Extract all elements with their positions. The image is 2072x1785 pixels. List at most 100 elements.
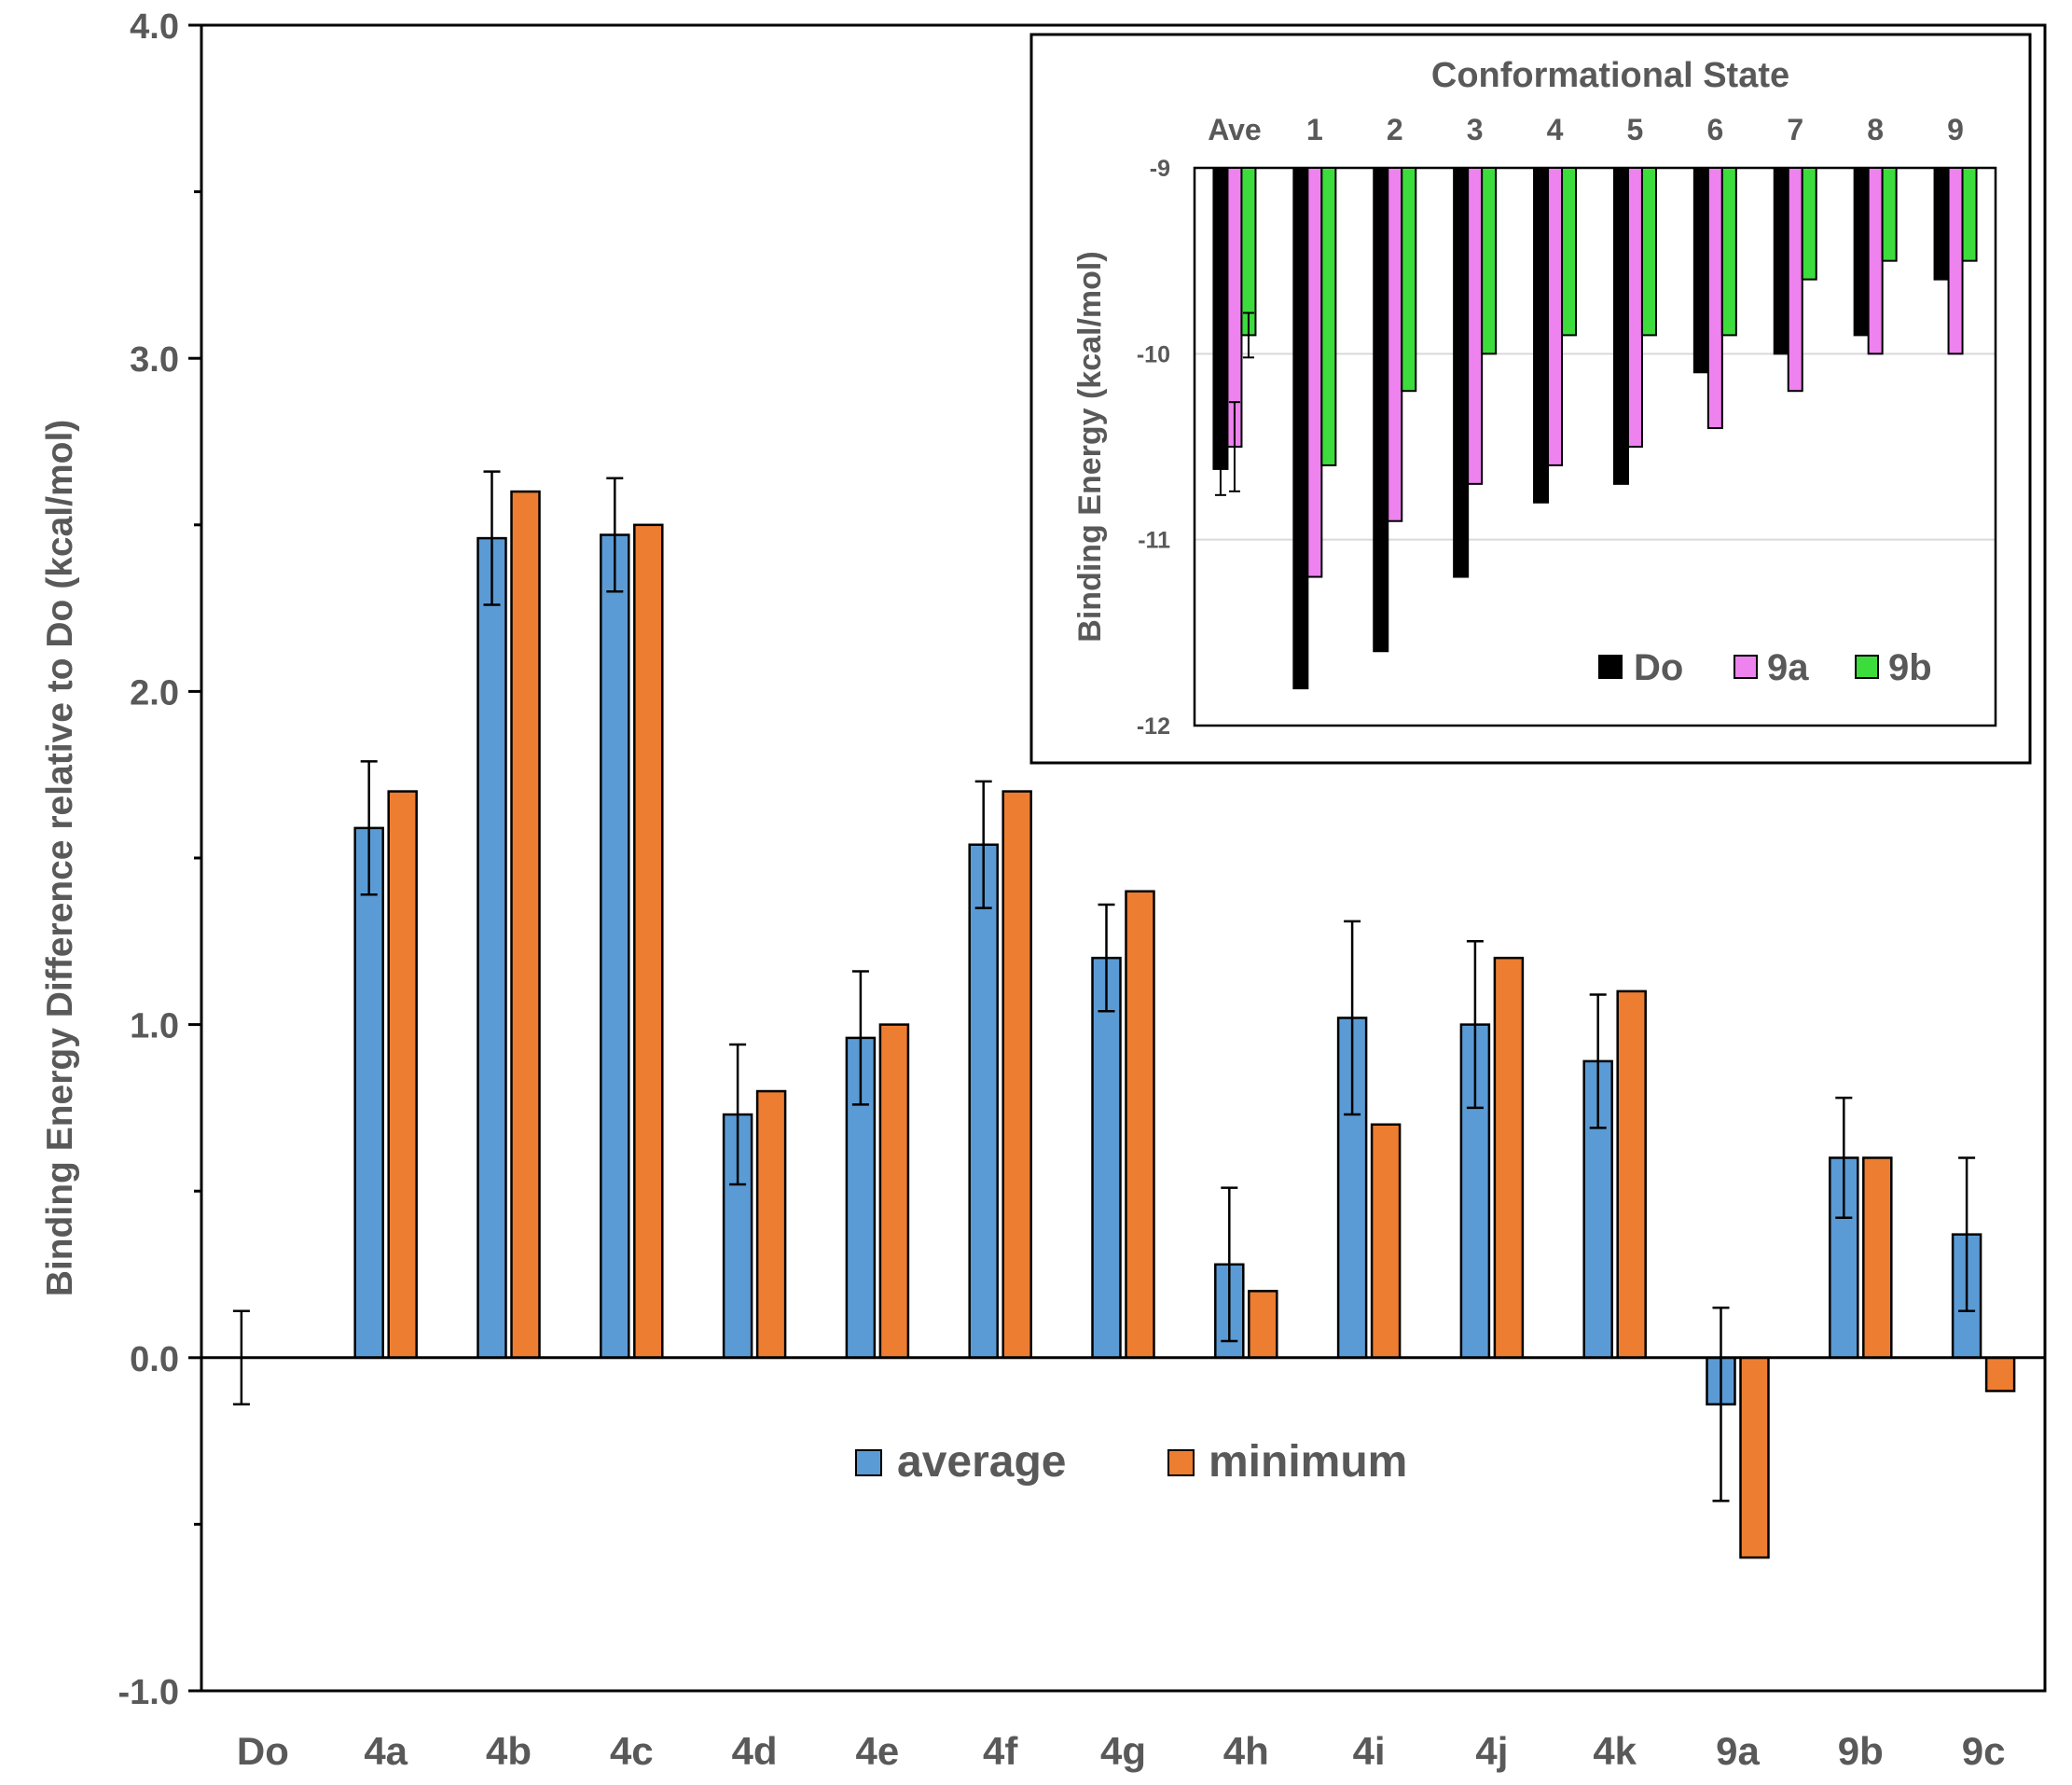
bar-average-4a — [353, 826, 384, 1360]
x-category-label: Do — [237, 1729, 289, 1773]
bar-average-4f — [968, 843, 999, 1360]
inset-bar-9b-4 — [1561, 167, 1578, 337]
x-category-label: 4f — [983, 1729, 1018, 1773]
bar-minimum-4g — [1125, 890, 1155, 1360]
x-category-label: 9a — [1716, 1729, 1760, 1773]
y-tick-label: -1.0 — [118, 1673, 179, 1712]
inset-category-label: 4 — [1547, 113, 1564, 146]
bar-minimum-4h — [1248, 1290, 1278, 1360]
inset-bar-9b-3 — [1481, 167, 1498, 355]
bar-minimum-4i — [1370, 1123, 1402, 1360]
inset-bar-9b-Ave — [1240, 167, 1257, 337]
inset-bar-9a-5 — [1626, 167, 1643, 448]
inset-legend-label-9a: 9a — [1767, 647, 1809, 688]
inset-bar-do-9 — [1933, 167, 1950, 281]
inset-y-tick-label: -11 — [1138, 528, 1170, 554]
y-tick-label: 3.0 — [130, 340, 179, 380]
inset-bar-do-6 — [1692, 167, 1709, 374]
y-tick-label: 0.0 — [130, 1340, 179, 1379]
x-category-label: 4i — [1353, 1729, 1386, 1773]
inset-y-tick-label: -10 — [1137, 341, 1170, 367]
legend-swatch-average — [855, 1449, 882, 1476]
inset-bar-do-3 — [1453, 167, 1470, 578]
y-tick-label: 2.0 — [130, 673, 179, 713]
inset-bar-9a-8 — [1867, 167, 1884, 355]
x-category-label: 4b — [486, 1729, 532, 1773]
inset-category-label: 5 — [1627, 113, 1644, 146]
x-category-label: 4c — [610, 1729, 654, 1773]
inset-y-tick-label: -12 — [1137, 713, 1170, 740]
bar-minimum-4a — [387, 790, 418, 1360]
bar-minimum-4e — [878, 1023, 910, 1360]
inset-bar-9a-3 — [1467, 167, 1484, 485]
inset-bar-do-7 — [1773, 167, 1789, 355]
inset-legend-swatch-9a — [1734, 655, 1758, 679]
x-category-label: 4e — [856, 1729, 900, 1773]
bar-average-4b — [477, 536, 507, 1360]
inset-bar-9b-7 — [1801, 167, 1817, 281]
inset-plot-area — [1193, 166, 1997, 727]
inset-category-label: 2 — [1387, 113, 1403, 146]
inset-legend-label-9b: 9b — [1888, 647, 1932, 688]
inset-category-label: 6 — [1706, 113, 1723, 146]
y-axis-title: Binding Energy Difference relative to Do… — [40, 420, 80, 1297]
inset-bar-do-5 — [1612, 167, 1629, 485]
inset-bar-9b-9 — [1961, 167, 1978, 262]
inset-category-label: 9 — [1947, 113, 1964, 146]
inset-bar-9a-9 — [1947, 167, 1964, 355]
y-tick-label: 4.0 — [130, 7, 179, 47]
x-category-label: 4h — [1223, 1729, 1269, 1773]
inset-bar-do-1 — [1292, 167, 1309, 690]
inset-bar-9b-1 — [1320, 167, 1337, 466]
legend-swatch-minimum — [1167, 1449, 1195, 1476]
bar-minimum-4c — [633, 523, 664, 1360]
bar-minimum-4k — [1616, 989, 1647, 1360]
bar-minimum-9b — [1862, 1156, 1893, 1360]
inset-bar-9b-8 — [1881, 167, 1898, 262]
bar-minimum-4f — [1001, 790, 1032, 1360]
x-category-label: 4a — [364, 1729, 407, 1773]
x-category-label: 9b — [1838, 1729, 1884, 1773]
inset-bar-9a-1 — [1306, 167, 1323, 578]
bar-average-4c — [600, 533, 630, 1360]
inset-bar-9a-2 — [1387, 167, 1403, 522]
main-plot: -1.0 0.0 1.0 2.0 3.0 4.0 Binding Energy Differ… — [40, 7, 2047, 1773]
legend-label-average: average — [897, 1437, 1066, 1487]
y-tick-label: 1.0 — [130, 1007, 179, 1046]
legend-label-minimum: minimum — [1209, 1437, 1407, 1487]
bar-minimum-4j — [1493, 956, 1525, 1360]
inset-bar-do-4 — [1533, 167, 1550, 504]
inset-legend-swatch-9b — [1855, 655, 1879, 679]
inset-bar-9a-4 — [1547, 167, 1564, 466]
inset-bar-9b-6 — [1720, 167, 1737, 337]
inset-y-tick-label: -9 — [1150, 156, 1170, 182]
bar-minimum-4b — [510, 490, 541, 1360]
inset-category-label: 7 — [1787, 113, 1803, 146]
x-category-label: 4g — [1100, 1729, 1146, 1773]
inset-bar-9b-2 — [1401, 167, 1417, 393]
inset-title: Conformational State — [1431, 56, 1789, 95]
inset-bar-do-Ave — [1212, 167, 1229, 470]
inset-bar-do-8 — [1853, 167, 1870, 337]
x-category-label: 9c — [1962, 1729, 2006, 1773]
inset-frame — [1029, 33, 2032, 765]
bar-average-4g — [1091, 956, 1122, 1360]
inset-category-label: Ave — [1208, 113, 1262, 146]
bar-minimum-9a — [1739, 1356, 1770, 1559]
inset-bar-9b-5 — [1640, 167, 1657, 337]
inset-bar-9a-6 — [1706, 167, 1723, 430]
bar-minimum-4d — [755, 1089, 787, 1360]
inset-legend-label-do: Do — [1634, 647, 1683, 688]
inset-category-label: 1 — [1306, 113, 1323, 146]
inset-category-label: 8 — [1867, 113, 1884, 146]
inset-legend-swatch-do — [1598, 655, 1623, 679]
inset-bar-do-2 — [1373, 167, 1389, 653]
x-category-label: 4k — [1593, 1729, 1637, 1773]
x-category-label: 4d — [732, 1729, 778, 1773]
inset-y-axis-title: Binding Energy (kcal/mol) — [1072, 251, 1108, 642]
bar-minimum-9c — [1984, 1356, 2016, 1392]
inset-bar-9a-7 — [1787, 167, 1803, 393]
inset-plot: Conformational State -9 -10 -11 -12 Binding E… — [1029, 33, 2032, 765]
x-category-label: 4j — [1475, 1729, 1508, 1773]
